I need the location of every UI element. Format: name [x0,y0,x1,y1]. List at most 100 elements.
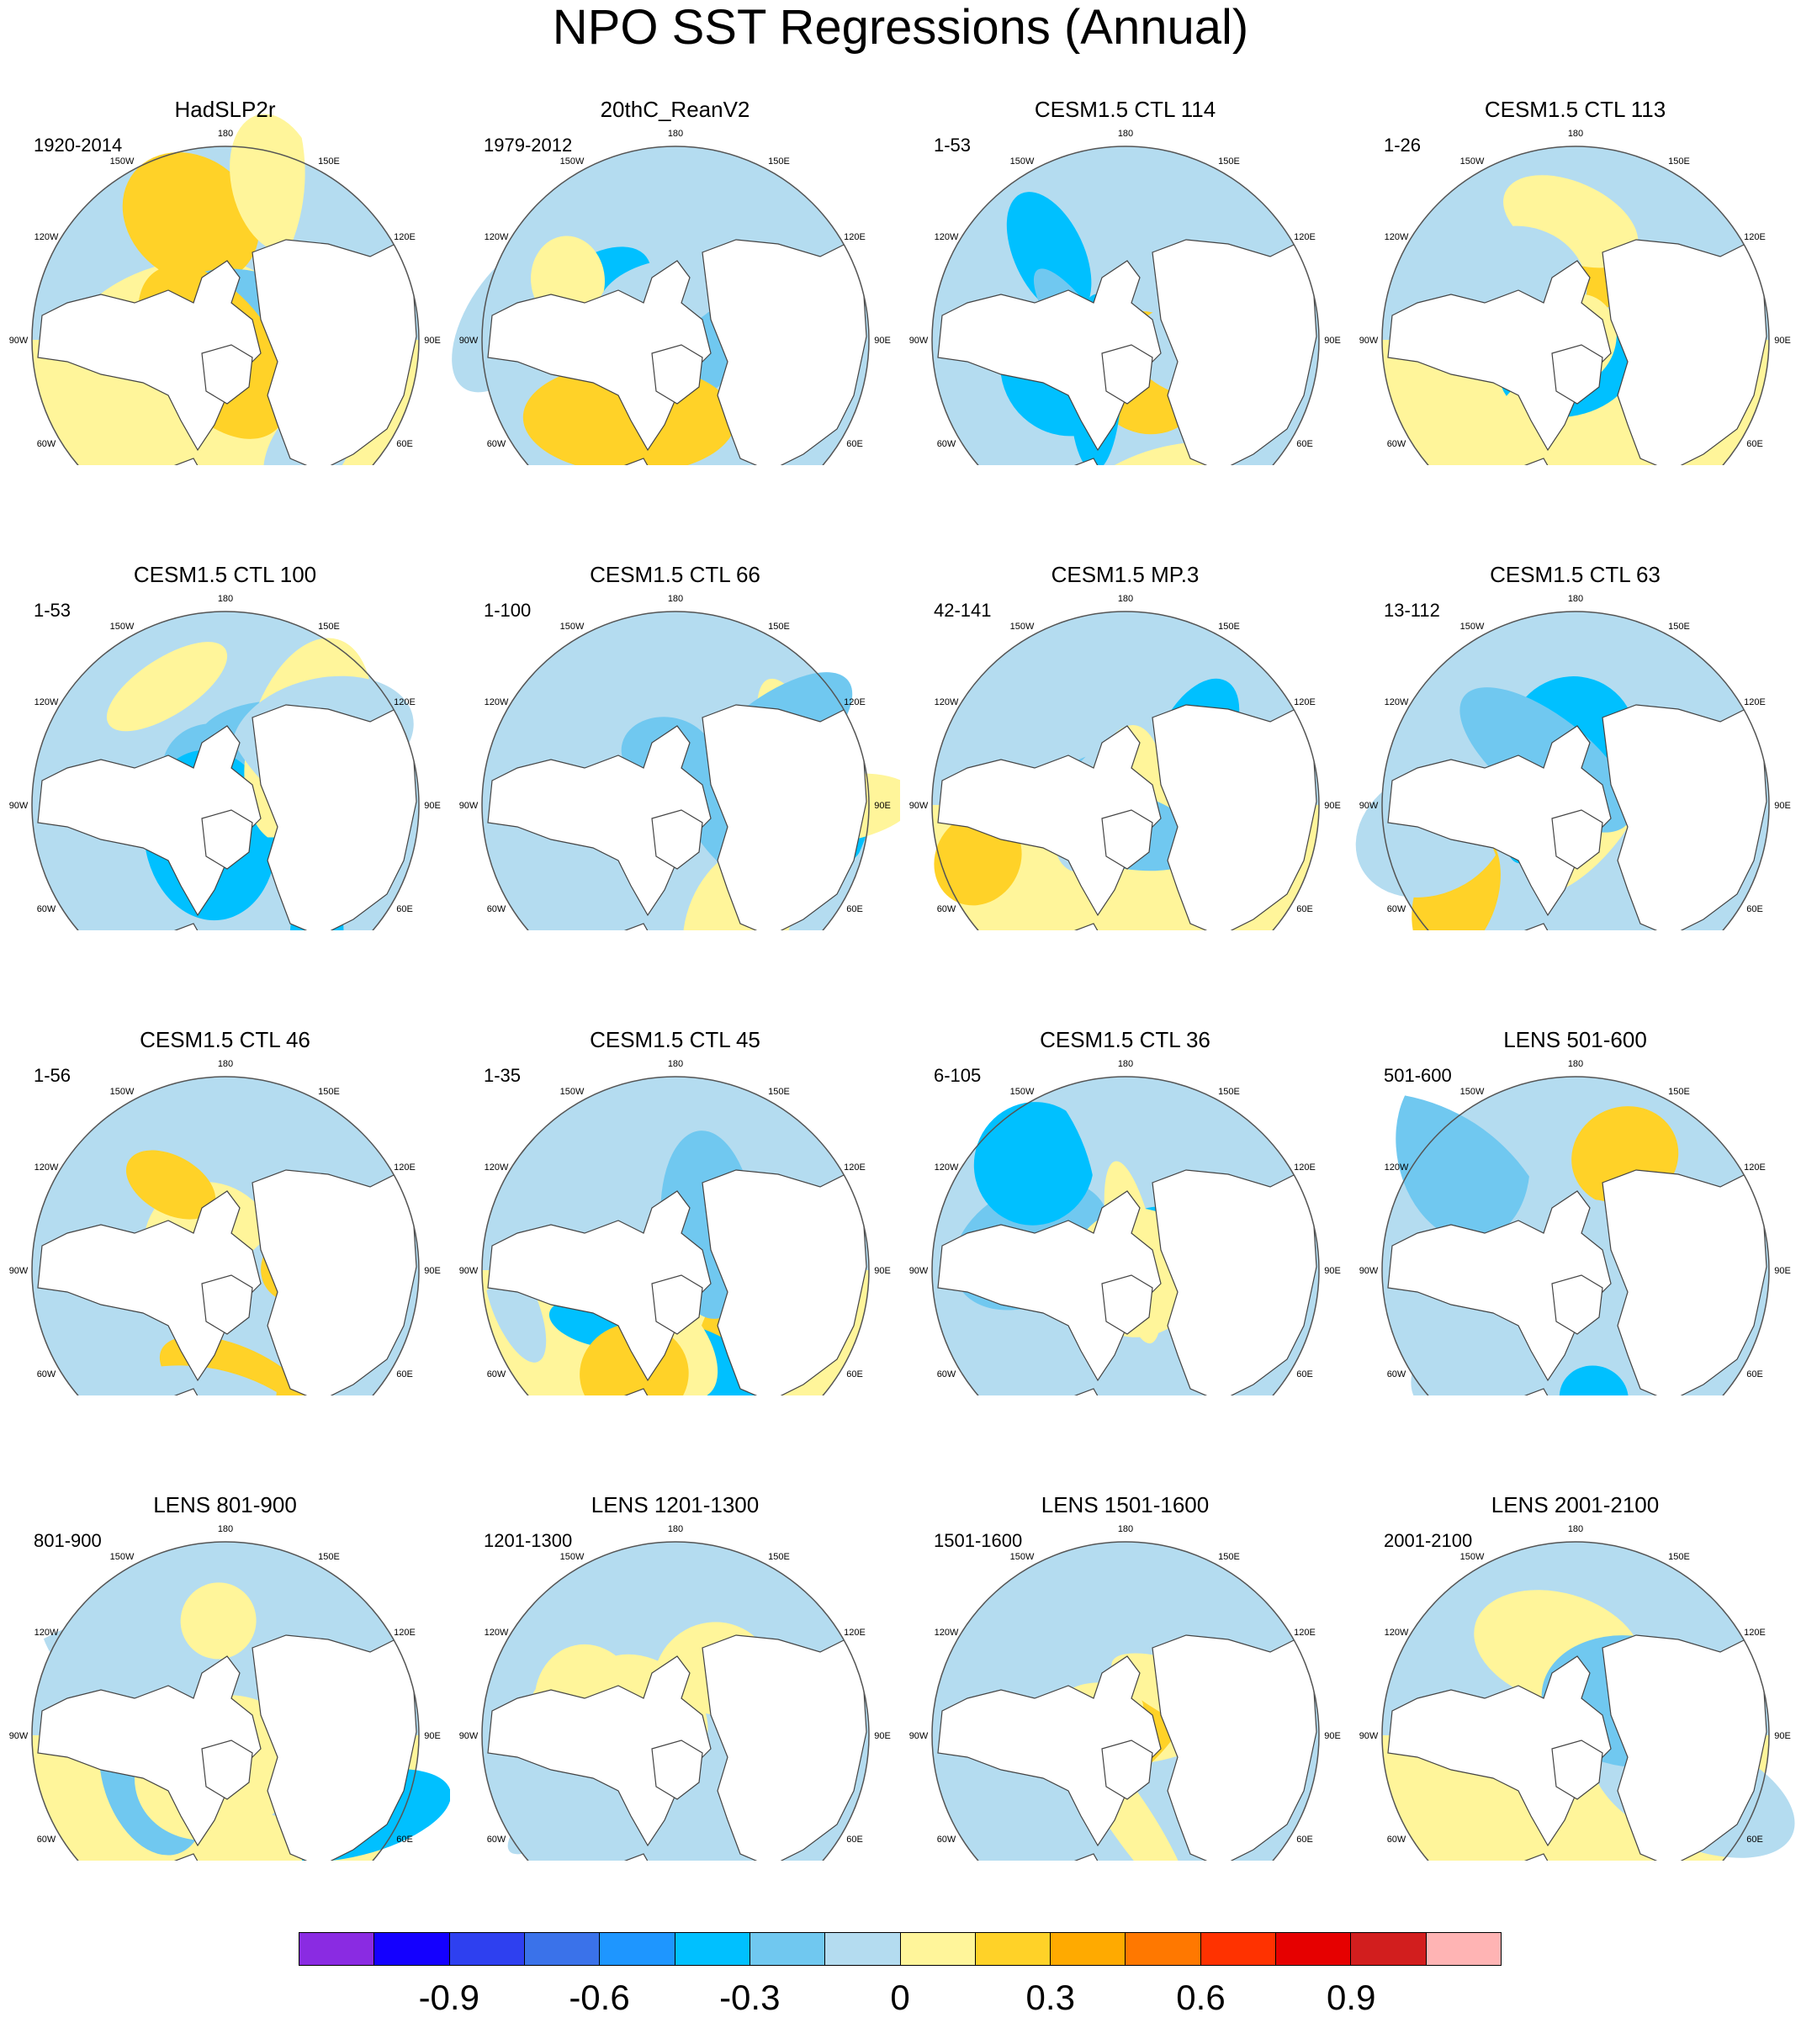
longitude-label: 120W [935,1162,959,1173]
longitude-label: 90E [1324,1266,1341,1276]
longitude-label: 60E [396,904,413,914]
map-panel: 180150E120E90E60E30E030W60W90W120W150WCE… [900,465,1350,930]
polar-map: 180150E120E90E60E30E030W60W90W120W150W [9,1059,441,1395]
panel-title: CESM1.5 CTL 114 [1034,97,1216,122]
panel-period: 801-900 [34,1530,102,1551]
longitude-label: 90E [1324,336,1341,346]
land-mass [702,239,867,465]
panel-title: LENS 501-600 [1503,1027,1647,1052]
land-mass [651,809,703,870]
longitude-label: 150W [110,156,135,167]
longitude-label: 180 [668,129,683,139]
sst-anomaly-region [125,1150,216,1220]
longitude-label: 180 [218,594,233,604]
longitude-label: 150E [768,1087,790,1097]
land-mass [651,1740,703,1800]
longitude-label: 150E [768,1552,790,1562]
longitude-label: 60W [1387,1369,1406,1379]
panel-title: CESM1.5 CTL 63 [1490,562,1661,587]
longitude-label: 60E [396,1835,413,1845]
land-mass [605,458,661,465]
longitude-label: 60E [1746,439,1763,449]
land-mass [1602,239,1767,465]
polar-map: 180150E120E90E60E30E030W60W90W120W150W [452,129,891,465]
map-outline [481,1541,870,1861]
longitude-label: 150W [1010,1087,1035,1097]
longitude-label: 60E [846,1835,863,1845]
colorbar-box [975,1933,1051,1965]
land-mass [252,704,417,930]
colorbar-box [1126,1933,1201,1965]
longitude-label: 120W [1385,232,1409,242]
polar-map: 180150E120E90E60E30E030W60W90W120W150W [9,594,441,930]
longitude-label: 120W [1385,1162,1409,1173]
longitude-label: 60W [487,1835,506,1845]
longitude-label: 150W [110,1552,135,1562]
longitude-label: 90E [874,1731,891,1741]
polar-map: 180150E120E90E60E30E030W60W90W120W150W [909,1059,1341,1395]
longitude-label: 90W [1359,1266,1379,1276]
panel-period: 42-141 [934,600,992,621]
panel-period: 1-35 [484,1065,522,1086]
map-outline [931,146,1320,465]
panel-period: 1920-2014 [34,135,123,156]
longitude-label: 60W [1387,1835,1406,1845]
longitude-label: 90W [1359,336,1379,346]
longitude-label: 120E [1744,697,1766,707]
longitude-label: 150W [110,622,135,632]
longitude-label: 90W [1359,1731,1379,1741]
land-mass [1505,458,1561,465]
colorbar-box [1200,1933,1277,1965]
polar-map: 180150E120E90E60E30E030W60W90W120W150W [909,129,1341,465]
longitude-label: 90W [9,801,29,811]
longitude-label: 90E [1774,336,1791,346]
longitude-label: 150E [768,622,790,632]
map-outline [1381,1541,1770,1861]
longitude-label: 120E [1294,232,1316,242]
panel-title: CESM1.5 CTL 36 [1040,1027,1210,1052]
longitude-label: 150E [1218,1552,1240,1562]
longitude-label: 120E [1744,1162,1766,1173]
land-mass [1152,1169,1317,1395]
longitude-label: 60E [846,1369,863,1379]
map-panel: 180150E120E90E60E30E030W60W90W120W150WLE… [450,1395,900,1861]
colorbar-box [1276,1933,1352,1965]
land-mass [1055,923,1111,930]
longitude-label: 150W [560,622,585,632]
land-mass [605,923,661,930]
land-mass [651,344,703,405]
land-mass [702,1169,867,1395]
longitude-label: 90W [909,336,929,346]
land-mass [1101,809,1153,870]
panel-period: 6-105 [934,1065,982,1086]
longitude-label: 90W [1359,801,1379,811]
panel-title: CESM1.5 CTL 113 [1484,97,1666,122]
land-mass [1551,809,1603,870]
longitude-label: 120W [1385,1628,1409,1638]
sst-anomaly-region [122,152,260,284]
land-mass [937,1655,1162,1847]
longitude-label: 60E [1746,904,1763,914]
longitude-label: 150E [1218,156,1240,167]
colorbar-boxes [299,1932,1502,1966]
longitude-label: 120W [34,697,59,707]
land-mass [155,1388,211,1395]
sst-anomaly-region [1094,435,1220,465]
longitude-label: 90E [1774,801,1791,811]
panel-period: 1201-1300 [484,1530,573,1551]
longitude-label: 150W [1460,156,1485,167]
land-mass [37,260,262,452]
longitude-label: 60W [1387,439,1406,449]
sst-anomaly-region [1006,192,1092,316]
longitude-label: 90W [459,336,479,346]
longitude-label: 120E [844,232,866,242]
longitude-label: 90W [9,336,29,346]
panel-period: 1-53 [34,600,72,621]
land-mass [605,1853,661,1861]
map-panel: 180150E120E90E60E30E030W60W90W120W150WCE… [0,930,450,1395]
polar-map: 180150E120E90E60E30E030W60W90W120W150W [909,1524,1341,1861]
longitude-label: 150E [1668,622,1690,632]
land-mass [605,1388,661,1395]
longitude-label: 90E [424,1266,441,1276]
land-mass [1551,1740,1603,1800]
